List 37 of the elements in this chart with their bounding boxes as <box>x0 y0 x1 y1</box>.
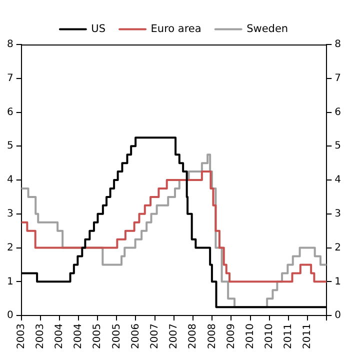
legend-label: US <box>91 22 106 35</box>
x-tick-label: 2004 <box>73 324 84 350</box>
y2-tick-label: 7 <box>334 72 342 84</box>
x-tick-label: 2007 <box>168 324 180 350</box>
y-tick-label: 5 <box>6 140 14 152</box>
x-tick-label: 2004 <box>54 324 66 350</box>
x-tick-label: 2003 <box>34 324 46 350</box>
y2-tick-label: 0 <box>334 310 342 322</box>
y2-tick-label: 2 <box>334 242 342 254</box>
x-tick-label: 2003 <box>16 324 27 350</box>
y2-tick-label: 6 <box>334 106 342 118</box>
y2-tick-label: 5 <box>334 140 342 152</box>
x-tick-label: 2009 <box>226 324 237 350</box>
x-tick-label: 2008 <box>188 324 199 350</box>
y2-tick-label: 1 <box>334 276 342 288</box>
x-tick-label: 2006 <box>130 324 142 350</box>
x-tick-label: 2008 <box>206 324 218 350</box>
y-tick-label: 7 <box>6 72 14 84</box>
y-tick-label: 3 <box>6 208 14 220</box>
legend-label: Euro area <box>150 22 202 35</box>
x-tick-label: 2011 <box>282 324 294 350</box>
y-tick-label: 4 <box>6 174 14 186</box>
y-tick-label: 6 <box>6 106 14 118</box>
x-tick-label: 2011 <box>302 324 314 350</box>
y-tick-label: 0 <box>6 310 14 322</box>
y-tick-label: 2 <box>6 242 14 254</box>
y2-tick-label: 3 <box>334 208 342 220</box>
y2-tick-label: 4 <box>334 174 342 186</box>
x-tick-label: 2010 <box>264 324 275 350</box>
x-tick-label: 2007 <box>150 324 161 350</box>
y2-tick-label: 8 <box>334 39 342 50</box>
y-tick-label: 1 <box>6 276 14 288</box>
legend-label: Sweden <box>246 22 288 35</box>
x-tick-label: 2010 <box>244 324 256 350</box>
x-tick-label: 2005 <box>92 324 104 350</box>
x-tick-label: 2005 <box>111 324 122 350</box>
y-tick-label: 8 <box>6 39 14 50</box>
